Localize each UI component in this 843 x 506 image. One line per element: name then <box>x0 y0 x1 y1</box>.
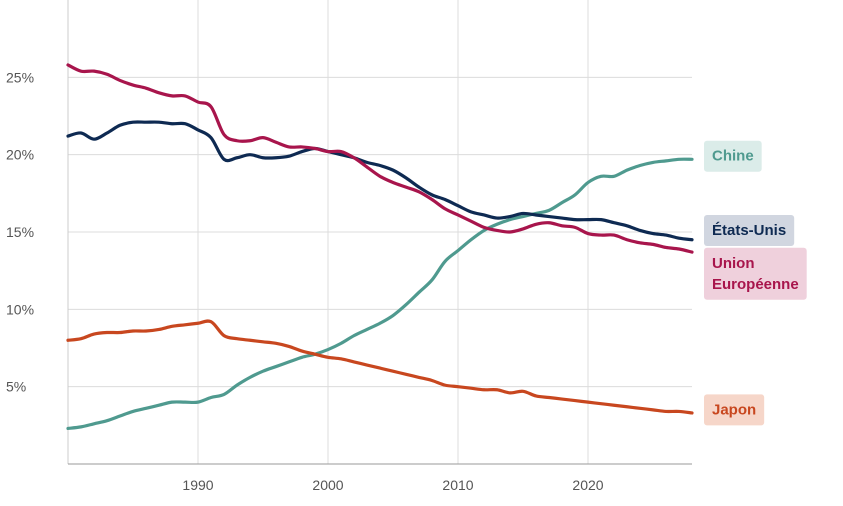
x-tick-label: 2020 <box>572 477 603 493</box>
legend-label-background <box>704 247 807 300</box>
legend-label-text: Japon <box>712 401 756 418</box>
legend-label-text: Européenne <box>712 276 799 293</box>
legend-label-background <box>704 214 795 246</box>
y-tick-label: 10% <box>6 301 34 317</box>
legend-label-union-europeenne: Union Européenne <box>704 247 807 300</box>
series-line-japon <box>66 319 694 415</box>
legend-label-text: Chine <box>712 148 754 165</box>
chart-legend: Chine États-Unis Union Européenne Japon <box>704 140 807 426</box>
x-tick-label: 2010 <box>442 477 473 493</box>
chart-axes: 1990 2000 2010 2020 5% 10% 15% 20% 25% <box>6 0 692 493</box>
legend-label-etats-unis: États-Unis <box>704 214 795 246</box>
series-line-union-europeenne <box>66 63 694 254</box>
legend-label-background <box>704 140 762 172</box>
x-tick-label: 2000 <box>312 477 343 493</box>
legend-label-chine: Chine <box>704 140 762 172</box>
legend-label-background <box>704 394 765 426</box>
series-line-etats-unis <box>66 120 694 242</box>
chart-series <box>66 63 694 431</box>
legend-label-japon: Japon <box>704 394 765 426</box>
legend-label-text: Union <box>712 255 755 272</box>
y-tick-label: 25% <box>6 69 34 85</box>
x-tick-label: 1990 <box>182 477 213 493</box>
legend-label-text: États-Unis <box>712 222 786 239</box>
y-tick-label: 20% <box>6 147 34 163</box>
y-tick-label: 5% <box>6 379 26 395</box>
y-tick-label: 15% <box>6 224 34 240</box>
series-line-chine <box>66 157 694 431</box>
chart-grid <box>68 0 692 464</box>
